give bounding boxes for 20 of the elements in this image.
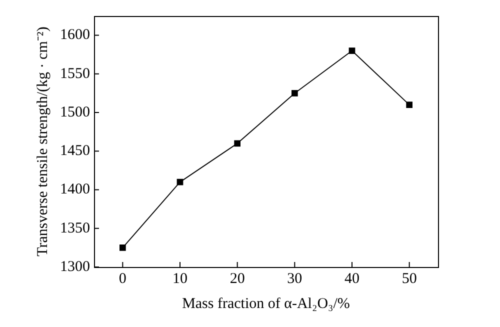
x-tick-label: 40 bbox=[344, 270, 360, 287]
y-tick-label: 1500 bbox=[60, 104, 90, 120]
y-tick-label: 1300 bbox=[60, 258, 90, 275]
point bbox=[406, 102, 413, 108]
y-axis-title: Transverse tensile strength/(kg · cm⁻²) bbox=[34, 26, 51, 256]
x-tick-label: 20 bbox=[230, 270, 245, 287]
y-tick-label: 1450 bbox=[60, 143, 90, 160]
x-axis-title: Mass fraction of α-Al₂O₃/% bbox=[182, 296, 350, 312]
point bbox=[348, 48, 356, 54]
point bbox=[119, 244, 126, 251]
x-tick-label: 0 bbox=[118, 270, 126, 287]
x-tick-label: 30 bbox=[287, 270, 302, 287]
x-tick-label: 50 bbox=[402, 270, 417, 287]
y-tick-label: 1550 bbox=[60, 66, 90, 82]
point bbox=[234, 140, 241, 147]
y-tick-label: 1350 bbox=[60, 220, 90, 236]
x-tick-label: 10 bbox=[172, 270, 188, 287]
y-tick-label: 1400 bbox=[60, 182, 90, 198]
y-tick-label: 1600 bbox=[60, 27, 90, 44]
point bbox=[291, 90, 298, 96]
